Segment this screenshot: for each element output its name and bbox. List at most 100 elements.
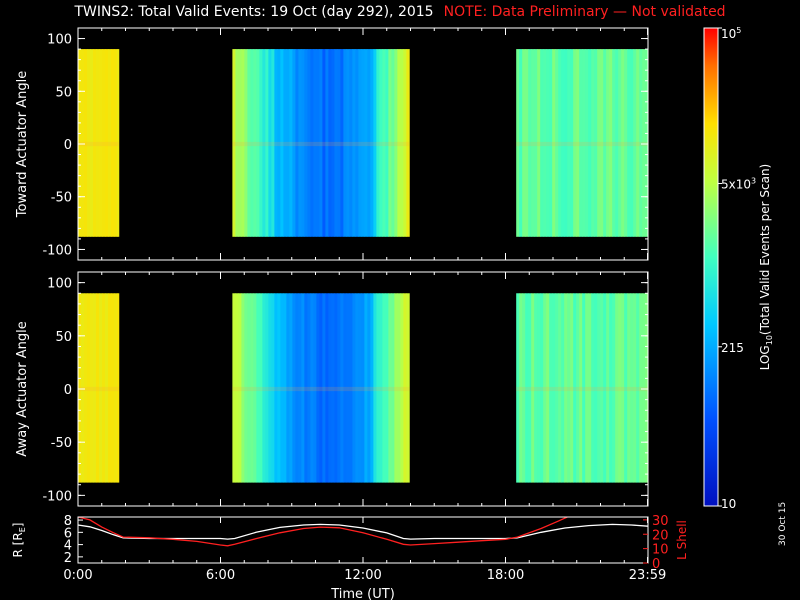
heatmap-cell (358, 49, 362, 237)
heatmap-cell (382, 49, 386, 237)
heatmap-cell (322, 49, 326, 237)
heatmap-cell (96, 293, 100, 483)
heatmap-cell (238, 293, 242, 483)
heatmap-cell (90, 293, 94, 483)
y-tick-label: 0 (64, 383, 72, 398)
chart-title-note: NOTE: Data Preliminary — Not validated (443, 4, 726, 20)
heatmap-cell (84, 293, 88, 483)
heatmap-cell (292, 49, 296, 237)
heatmap-cell (597, 293, 601, 483)
heatmap-cell (84, 49, 88, 237)
heatmap-cell (244, 293, 248, 483)
heatmap-cell (627, 49, 631, 237)
heatmap-cell (385, 293, 389, 483)
heatmap-cell (385, 49, 389, 237)
heatmap-cell (99, 293, 103, 483)
heatmap-cell (591, 49, 595, 237)
x-tick-label: 12:00 (344, 568, 381, 583)
heatmap-cell (522, 293, 526, 483)
heatmap-cell (624, 293, 628, 483)
lshell-series-line (78, 517, 568, 547)
heatmap-zero-band (516, 386, 648, 392)
heatmap-cell (340, 49, 344, 237)
chart-title: TWINS2: Total Valid Events: 19 Oct (day … (0, 4, 800, 20)
heatmap-cell (558, 49, 562, 237)
heatmap-cell (522, 49, 526, 237)
y-left-tick-label: 2 (64, 551, 72, 566)
heatmap-cell (585, 293, 589, 483)
heatmap-cell (370, 293, 374, 483)
y-right-tick-label: 30 (652, 514, 669, 529)
heatmap-cell (349, 293, 353, 483)
heatmap-cell (352, 293, 356, 483)
heatmap-cell (295, 293, 299, 483)
heatmap-cell (376, 49, 380, 237)
heatmap-cell (355, 293, 359, 483)
heatmap-cell (328, 49, 332, 237)
heatmap-cell (93, 293, 97, 483)
heatmap-cell (555, 49, 559, 237)
date-stamp: 30 Oct 15 (778, 501, 788, 546)
heatmap-cell (391, 49, 395, 237)
heatmap-cell (253, 49, 257, 237)
heatmap-cell (108, 49, 112, 237)
heatmap-cell (379, 293, 383, 483)
heatmap-cell (280, 49, 284, 237)
heatmap-cell (81, 49, 85, 237)
heatmap-cell (78, 293, 82, 483)
heatmap-cell (573, 293, 577, 483)
heatmap-cell (253, 293, 257, 483)
heatmap-cell (618, 293, 622, 483)
heatmap-cell (280, 293, 284, 483)
heatmap-cell (283, 49, 287, 237)
heatmap-cell (108, 293, 112, 483)
heatmap-cell (277, 49, 281, 237)
heatmap-block-2 (232, 49, 410, 237)
x-tick-label: 6:00 (206, 568, 235, 583)
heatmap-cell (394, 49, 398, 237)
heatmap-cell (531, 49, 535, 237)
heatmap-cell (537, 293, 541, 483)
heatmap-cell (552, 49, 556, 237)
heatmap-cell (358, 293, 362, 483)
heatmap-zero-band (516, 141, 648, 147)
heatmap-cell (283, 293, 287, 483)
heatmap-cell (352, 49, 356, 237)
heatmap-cell (534, 293, 538, 483)
heatmap-cell (403, 49, 407, 237)
heatmap-cell (558, 293, 562, 483)
y-tick-label: 50 (55, 85, 72, 100)
heatmap-cell (250, 293, 254, 483)
y-tick-label: -50 (51, 191, 72, 206)
heatmap-cell (609, 49, 613, 237)
heatmap-cell (364, 293, 368, 483)
colorbar-tick-label: 5x103 (721, 176, 756, 191)
heatmap-cell (630, 49, 634, 237)
heatmap-cell (570, 293, 574, 483)
heatmap-cell (537, 49, 541, 237)
heatmap-cell (286, 49, 290, 237)
heatmap-cell (639, 49, 643, 237)
heatmap-cell (295, 49, 299, 237)
heatmap-cell (555, 293, 559, 483)
heatmap-cell (624, 49, 628, 237)
heatmap-cell (612, 49, 616, 237)
y-tick-label: 100 (47, 33, 72, 48)
heatmap-cell (621, 49, 625, 237)
heatmap-cell (87, 49, 91, 237)
heatmap-cell (525, 293, 529, 483)
heatmap-cell (105, 49, 109, 237)
heatmap-cell (286, 293, 290, 483)
heatmap-cell (325, 49, 329, 237)
heatmap-cell (343, 49, 347, 237)
heatmap-cell (388, 293, 392, 483)
y-right-axis-label: L Shell (675, 520, 689, 560)
heatmap-cell (379, 49, 383, 237)
y-tick-label: -100 (42, 243, 72, 258)
heatmap-cell (244, 49, 248, 237)
heatmap-cell (370, 49, 374, 237)
heatmap-block-2 (232, 293, 410, 483)
heatmap-cell (394, 293, 398, 483)
colorbar-label: LOG10(Total Valid Events per Scan) (758, 164, 774, 371)
heatmap-cell (307, 49, 311, 237)
